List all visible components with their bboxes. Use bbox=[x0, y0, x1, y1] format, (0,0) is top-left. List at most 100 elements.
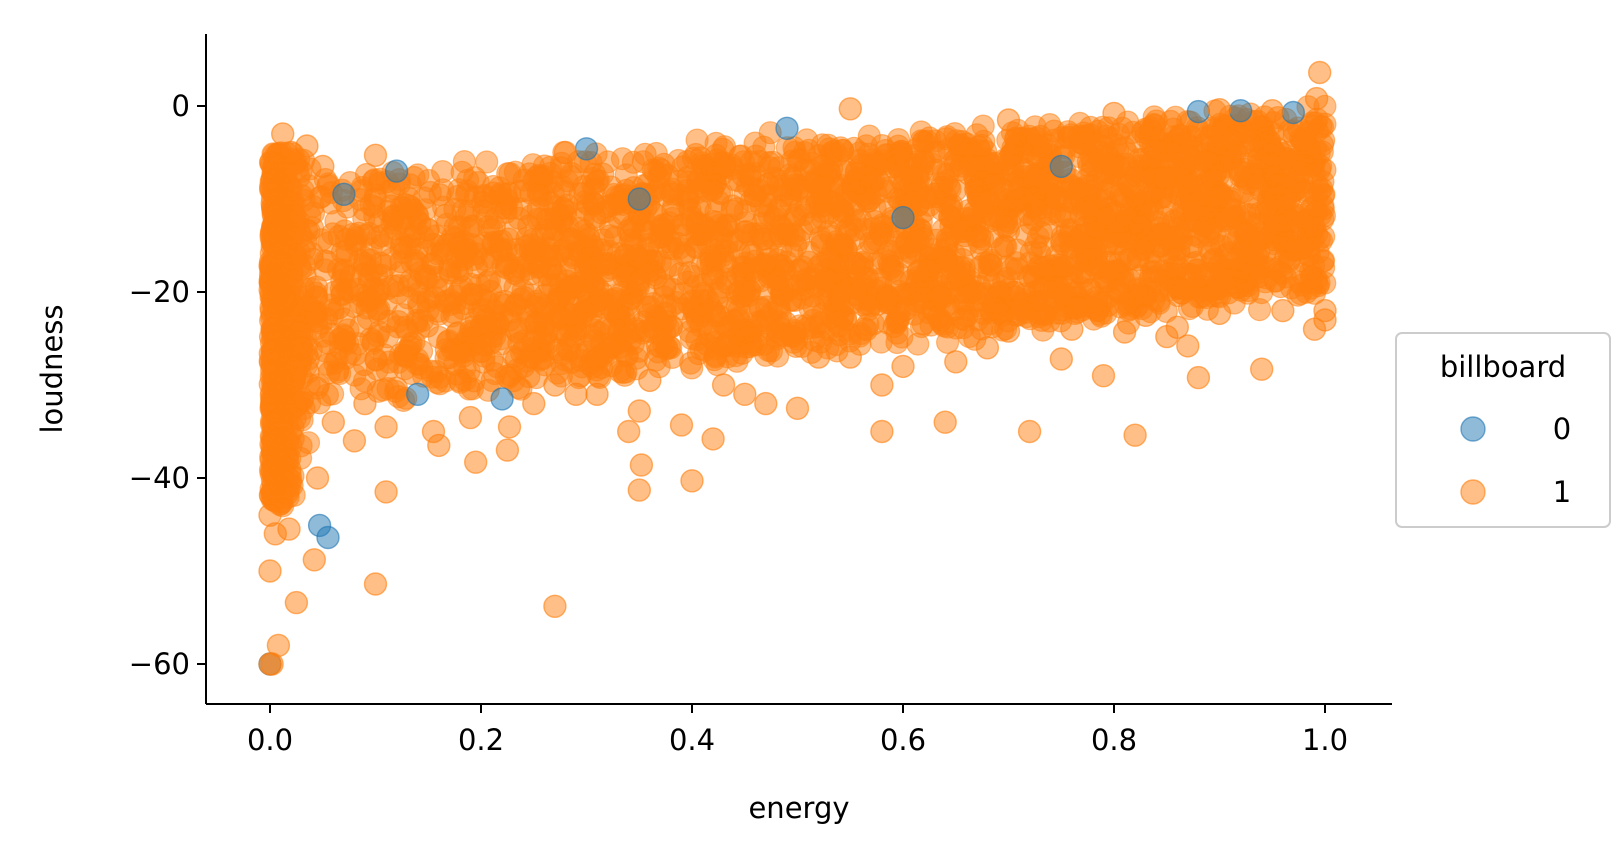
point-series-1 bbox=[342, 429, 367, 453]
legend-marker-1 bbox=[1460, 479, 1486, 505]
point-series-0 bbox=[316, 525, 340, 550]
point-series-1 bbox=[727, 240, 751, 264]
point-series-1 bbox=[1142, 105, 1166, 129]
point-series-1 bbox=[725, 349, 749, 373]
point-series-1 bbox=[1165, 276, 1190, 300]
point-series-1 bbox=[495, 438, 520, 462]
point-series-1 bbox=[1115, 206, 1139, 230]
point-series-1 bbox=[891, 354, 915, 379]
point-series-1 bbox=[927, 285, 951, 309]
point-series-1 bbox=[820, 156, 844, 180]
point-series-1 bbox=[669, 413, 694, 437]
point-series-1 bbox=[347, 221, 371, 245]
point-series-1 bbox=[1015, 223, 1039, 247]
point-series-1 bbox=[1060, 317, 1084, 341]
point-series-1 bbox=[321, 410, 345, 434]
point-series-1 bbox=[1270, 209, 1294, 233]
point-series-1 bbox=[528, 184, 553, 208]
point-series-1 bbox=[1304, 86, 1329, 111]
point-series-1 bbox=[1082, 307, 1106, 331]
point-series-1 bbox=[585, 382, 609, 406]
point-series-1 bbox=[935, 169, 959, 193]
point-series-1 bbox=[704, 200, 728, 224]
point-series-1 bbox=[1017, 419, 1042, 444]
point-series-1 bbox=[996, 108, 1021, 132]
point-series-1 bbox=[427, 433, 451, 458]
point-series-1 bbox=[374, 480, 398, 504]
point-series-1 bbox=[967, 274, 992, 298]
point-series-1 bbox=[295, 134, 319, 158]
point-series-1 bbox=[1097, 261, 1121, 285]
point-series-1 bbox=[1245, 173, 1270, 197]
point-series-1 bbox=[586, 346, 610, 370]
point-series-1 bbox=[638, 368, 662, 393]
point-series-1 bbox=[1259, 143, 1283, 167]
y-tick-label: 0 bbox=[172, 89, 190, 123]
point-series-1 bbox=[795, 267, 819, 291]
legend-title: billboard bbox=[1440, 350, 1566, 384]
point-series-1 bbox=[1050, 232, 1074, 256]
point-series-1 bbox=[768, 316, 793, 340]
point-series-1 bbox=[711, 373, 736, 397]
point-series-0 bbox=[1186, 99, 1211, 124]
point-series-1 bbox=[666, 148, 691, 173]
point-series-1 bbox=[357, 288, 381, 312]
point-series-1 bbox=[547, 305, 571, 329]
point-series-1 bbox=[838, 97, 862, 121]
point-series-1 bbox=[1161, 226, 1185, 250]
point-series-1 bbox=[367, 320, 391, 344]
point-series-1 bbox=[269, 391, 293, 415]
point-series-1 bbox=[489, 332, 513, 356]
point-series-1 bbox=[685, 210, 709, 234]
point-series-1 bbox=[1074, 196, 1099, 220]
point-series-1 bbox=[391, 303, 415, 327]
point-series-1 bbox=[1216, 225, 1240, 249]
point-series-1 bbox=[754, 391, 778, 416]
point-series-1 bbox=[607, 190, 631, 214]
point-series-1 bbox=[971, 188, 995, 212]
point-series-1 bbox=[277, 517, 301, 541]
point-series-1 bbox=[671, 281, 695, 305]
point-series-1 bbox=[1091, 364, 1116, 388]
point-series-1 bbox=[1204, 275, 1228, 299]
point-series-1 bbox=[553, 140, 578, 165]
point-series-1 bbox=[1112, 320, 1137, 344]
point-series-1 bbox=[736, 284, 760, 308]
point-series-1 bbox=[909, 129, 933, 153]
point-series-1 bbox=[520, 345, 544, 370]
point-series-1 bbox=[1010, 186, 1035, 210]
point-series-1 bbox=[431, 160, 455, 184]
point-series-1 bbox=[1165, 315, 1190, 339]
point-series-0 bbox=[1228, 98, 1253, 123]
point-series-1 bbox=[1249, 357, 1274, 381]
point-series-1 bbox=[453, 239, 477, 263]
point-series-0 bbox=[574, 137, 599, 161]
point-series-1 bbox=[853, 267, 877, 291]
point-series-1 bbox=[857, 142, 881, 166]
point-series-1 bbox=[1052, 255, 1076, 279]
point-series-1 bbox=[906, 229, 930, 253]
point-series-1 bbox=[984, 297, 1008, 321]
point-series-1 bbox=[828, 272, 853, 296]
y-tick-label: −40 bbox=[129, 461, 190, 495]
point-series-1 bbox=[448, 370, 472, 394]
point-series-0 bbox=[891, 205, 915, 230]
point-series-1 bbox=[352, 198, 376, 222]
point-series-1 bbox=[507, 316, 531, 340]
point-series-1 bbox=[519, 262, 543, 286]
point-series-1 bbox=[838, 345, 862, 369]
point-series-1 bbox=[284, 590, 309, 615]
point-series-1 bbox=[393, 235, 417, 259]
point-series-1 bbox=[966, 135, 990, 159]
point-series-1 bbox=[500, 196, 524, 220]
point-series-1 bbox=[614, 163, 638, 187]
x-tick-label: 1.0 bbox=[1302, 723, 1348, 757]
point-series-1 bbox=[327, 296, 351, 320]
point-series-1 bbox=[448, 278, 472, 302]
point-series-1 bbox=[1246, 265, 1271, 289]
point-series-1 bbox=[685, 328, 709, 352]
point-series-1 bbox=[1220, 129, 1244, 153]
point-series-1 bbox=[311, 154, 335, 179]
point-series-0 bbox=[406, 382, 430, 406]
x-tick-label: 0.4 bbox=[669, 723, 715, 757]
